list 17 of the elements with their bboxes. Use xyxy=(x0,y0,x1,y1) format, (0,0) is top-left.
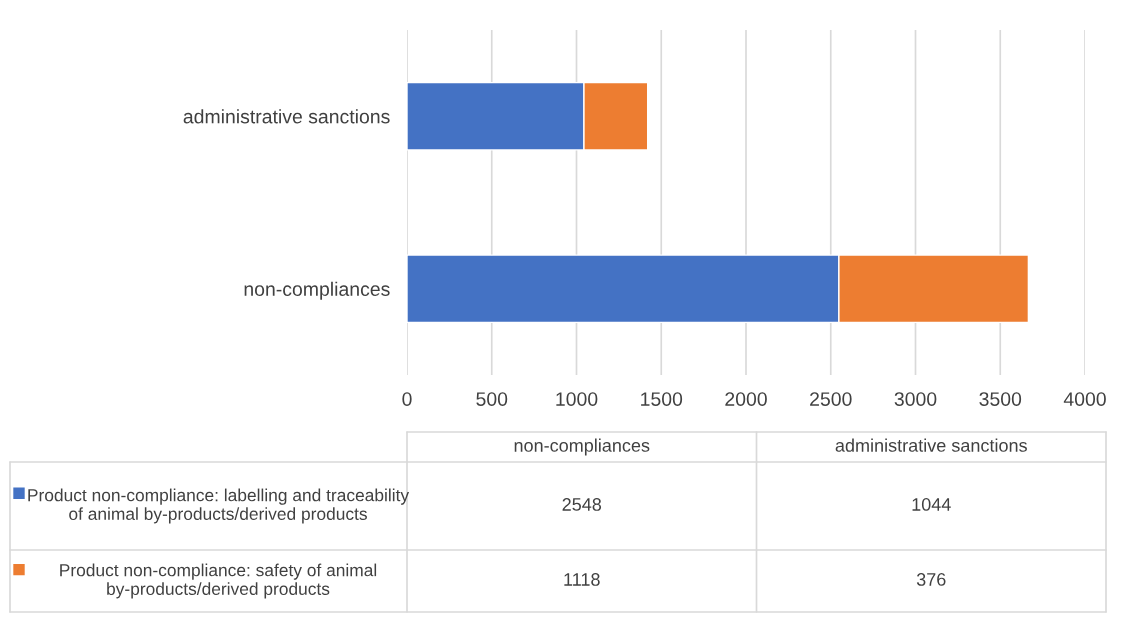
x-tick-label: 3500 xyxy=(979,392,1022,406)
legend-label: Product non-compliance: labelling and traceability of animal by-products/derived products xyxy=(28,488,410,524)
x-tick-label: 500 xyxy=(476,392,508,406)
x-tick-label: 1500 xyxy=(641,392,683,406)
x-tick-label: 2000 xyxy=(725,392,767,406)
x-tick-label: 1000 xyxy=(556,392,598,406)
text: 1044 xyxy=(912,498,951,511)
legend-label: Product non-compliance: safety of animal by-products/derived products xyxy=(60,563,377,599)
category-label: non-compliances xyxy=(514,438,650,456)
x-tick-label: 2500 xyxy=(810,392,852,406)
x-tick-label: 4000 xyxy=(1063,392,1106,406)
text: 1118 xyxy=(564,573,600,586)
text: 376 xyxy=(916,573,946,586)
category-label: administrative sanctions xyxy=(835,438,1027,452)
x-tick-label: 3000 xyxy=(894,392,937,406)
x-tick-label: 0 xyxy=(402,392,412,406)
text: 2548 xyxy=(562,498,602,511)
